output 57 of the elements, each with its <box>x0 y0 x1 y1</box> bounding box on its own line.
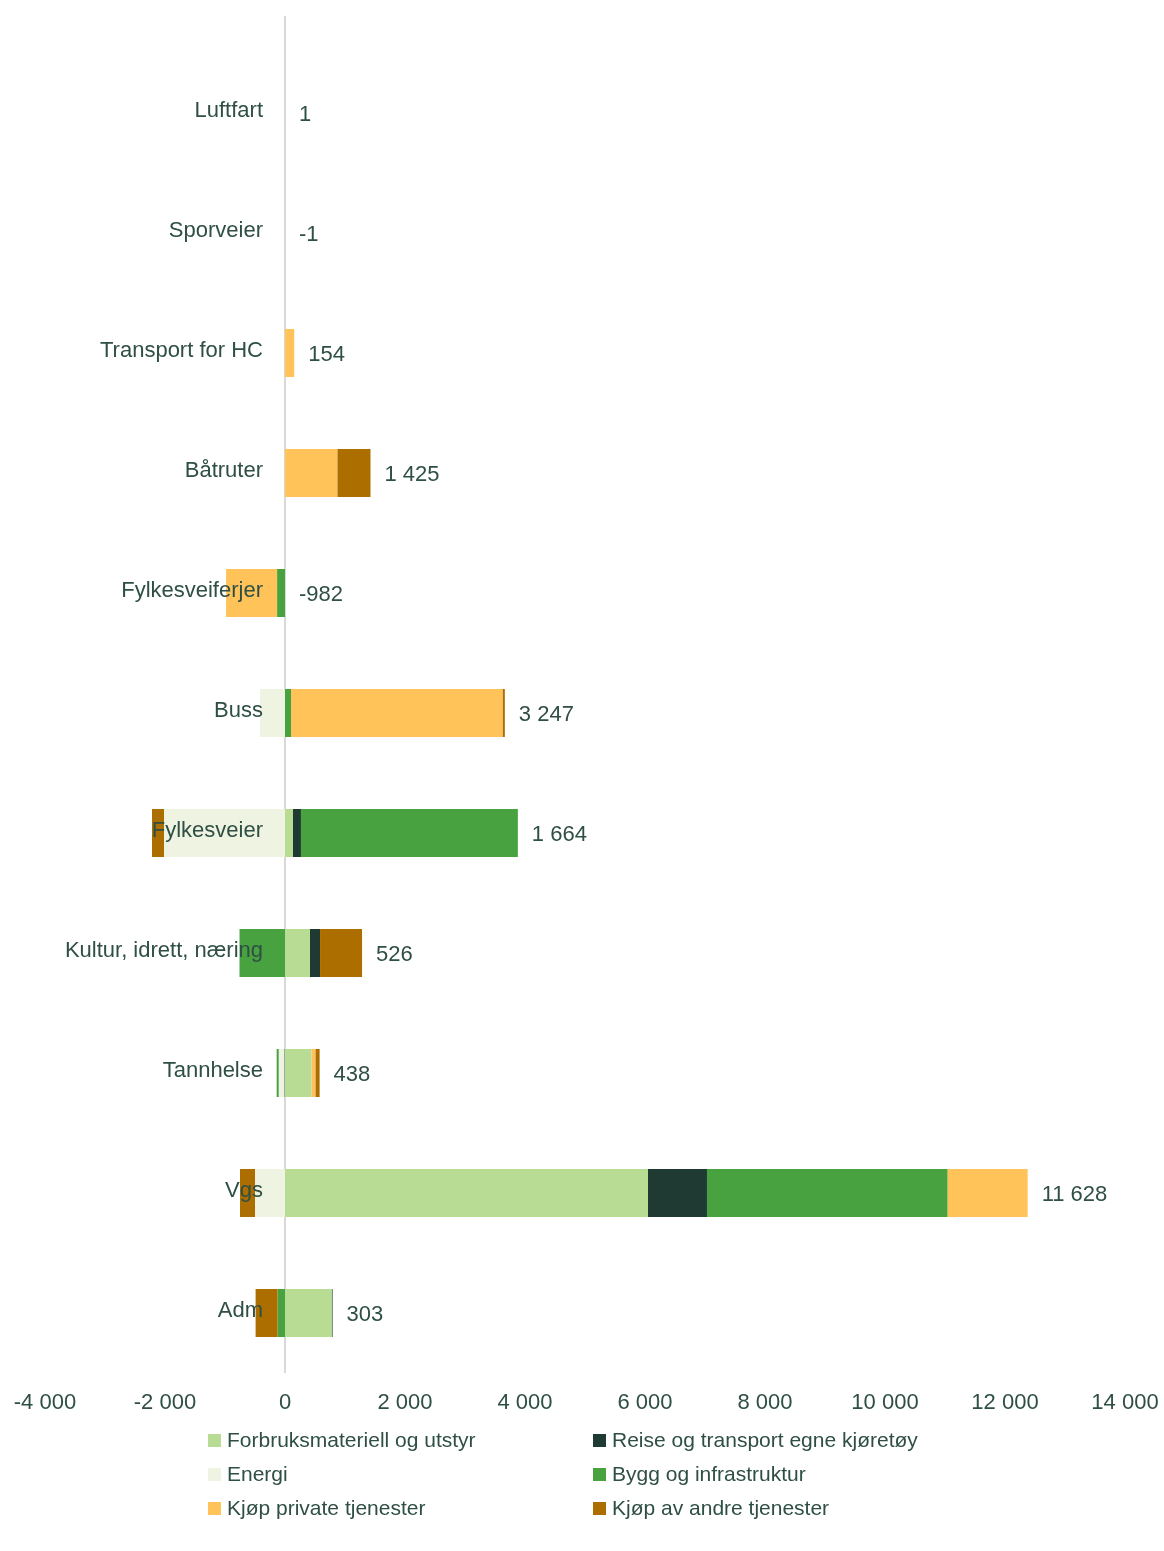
total-label: 1 425 <box>384 460 440 486</box>
legend-label: Forbruksmateriell og utstyr <box>227 1428 476 1452</box>
legend-label: Reise og transport egne kjøretøy <box>612 1428 918 1452</box>
y-tick-label: Luftfart <box>194 96 263 122</box>
x-tick-label: 0 <box>278 1388 292 1414</box>
total-label: 526 <box>376 940 413 966</box>
x-tick-label: 14 000 <box>1091 1388 1159 1414</box>
total-label: 303 <box>346 1300 384 1326</box>
total-label: 11 628 <box>1041 1180 1108 1206</box>
bar <box>285 329 295 377</box>
bar <box>277 569 285 617</box>
x-tick-label: 8 000 <box>737 1388 793 1414</box>
bar <box>285 689 291 737</box>
bar <box>300 809 518 857</box>
x-tick-label: 6 000 <box>617 1388 673 1414</box>
bar <box>276 1049 279 1097</box>
bar <box>278 1049 285 1097</box>
bar <box>310 929 321 977</box>
total-label: 438 <box>333 1060 371 1086</box>
legend-label: Kjøp private tjenester <box>227 1496 426 1520</box>
x-tick-label: 12 000 <box>971 1388 1039 1414</box>
y-tick-label: Buss <box>214 696 263 722</box>
bar <box>292 809 301 857</box>
bar <box>648 1169 707 1217</box>
total-label: -1 <box>299 220 319 246</box>
bar <box>311 1049 316 1097</box>
bar <box>947 1169 1028 1217</box>
bar <box>320 929 363 977</box>
bar <box>285 809 293 857</box>
x-tick-label: 2 000 <box>377 1388 433 1414</box>
bar <box>285 929 311 977</box>
legend-label: Kjøp av andre tjenester <box>612 1496 830 1520</box>
bar <box>285 1169 648 1217</box>
bar <box>285 1049 312 1097</box>
x-tick-label: -4 000 <box>13 1388 77 1414</box>
bar <box>285 1289 332 1337</box>
y-tick-label: Tannhelse <box>162 1056 263 1082</box>
bar <box>291 689 503 737</box>
x-tick-label: -2 000 <box>133 1388 197 1414</box>
legend-label: Bygg og infrastruktur <box>612 1462 806 1486</box>
bar <box>277 1289 285 1337</box>
bar <box>337 449 371 497</box>
bar <box>315 1049 320 1097</box>
y-tick-label: Sporveier <box>168 216 263 242</box>
total-label: 1 664 <box>531 820 587 846</box>
bar <box>706 1169 948 1217</box>
bar <box>502 689 505 737</box>
x-tick-label: 4 000 <box>497 1388 553 1414</box>
total-label: 3 247 <box>518 700 574 726</box>
y-tick-label: Båtruter <box>184 456 263 482</box>
total-label: -982 <box>299 580 344 606</box>
x-tick-label: 10 000 <box>851 1388 919 1414</box>
y-tick-label: Transport for HC <box>99 336 264 362</box>
total-label: 1 <box>299 100 312 126</box>
bar <box>285 449 338 497</box>
legend-label: Energi <box>227 1462 288 1486</box>
total-label: 154 <box>308 340 345 366</box>
